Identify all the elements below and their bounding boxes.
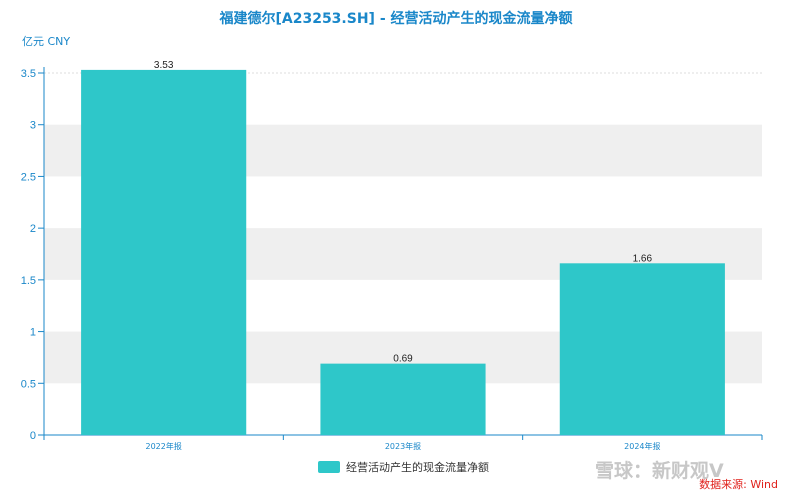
y-tick-label: 0	[30, 430, 36, 442]
legend-swatch	[318, 461, 340, 473]
data-label: 1.66	[633, 253, 653, 264]
y-axis: 0 0.5 1 1.5 2 2.5 3 3.5	[21, 67, 45, 442]
data-label: 0.69	[393, 354, 413, 365]
watermark-text: 雪球：新财观V	[595, 459, 724, 482]
y-tick-label: 1.5	[21, 275, 36, 287]
x-tick-label: 2023年报	[385, 441, 421, 451]
bar	[559, 263, 725, 435]
legend[interactable]: 经营活动产生的现金流量净额	[318, 460, 489, 474]
y-tick-label: 0.5	[21, 378, 36, 390]
source-note: 数据来源: Wind	[699, 477, 778, 491]
y-tick-label: 2	[30, 223, 36, 235]
data-label: 3.53	[154, 60, 174, 71]
y-tick-label: 1	[30, 327, 36, 339]
y-tick-label: 3	[30, 120, 36, 132]
x-tick-label: 2022年报	[145, 441, 181, 451]
y-tick-label: 3.5	[21, 68, 36, 80]
y-axis-unit-label: 亿元 CNY	[22, 35, 70, 48]
y-tick-label: 2.5	[21, 171, 36, 183]
bar	[81, 69, 247, 435]
chart-title: 福建德尔[A23253.SH] - 经营活动产生的现金流量净额	[218, 10, 572, 27]
bar	[320, 363, 486, 435]
x-axis: 2022年报 2023年报 2024年报	[43, 434, 763, 451]
legend-label: 经营活动产生的现金流量净额	[346, 460, 489, 474]
bar-series: 3.53 0.69 1.66	[81, 60, 725, 435]
x-tick-label: 2024年报	[624, 441, 660, 451]
